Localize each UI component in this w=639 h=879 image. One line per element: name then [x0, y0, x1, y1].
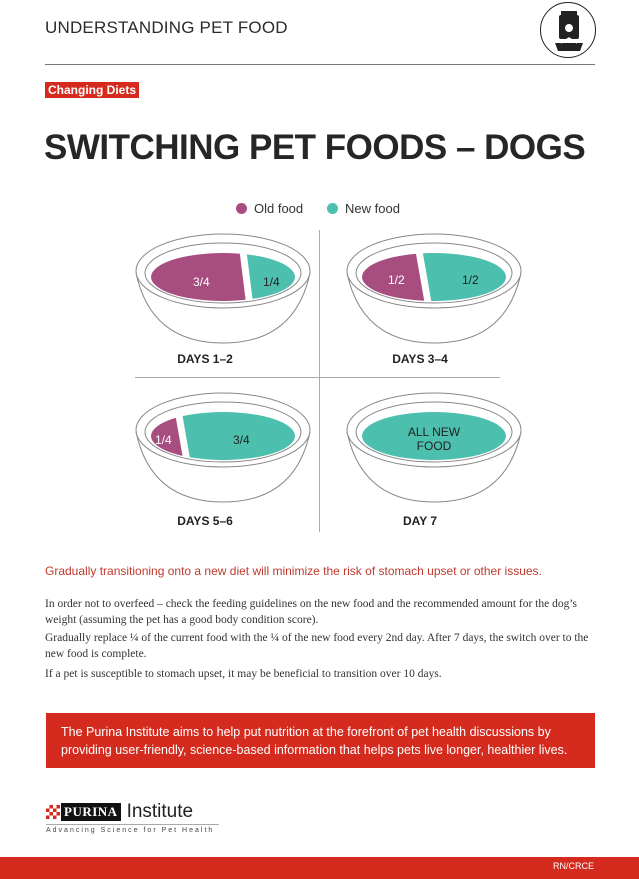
stage-label: DAYS 5–6 [177, 514, 233, 528]
section-title: UNDERSTANDING PET FOOD [45, 18, 288, 37]
mission-banner: The Purina Institute aims to help put nu… [46, 713, 595, 768]
purina-wordmark: PURINA [61, 803, 121, 821]
stage-label: DAY 7 [402, 514, 438, 528]
page-title: SWITCHING PET FOODS – DOGS [44, 128, 586, 167]
old-portion-label: 3/4 [193, 275, 210, 289]
paragraph: If a pet is susceptible to stomach upset… [45, 668, 442, 680]
legend-label: Old food [254, 201, 304, 216]
new-food-portion [244, 253, 295, 301]
new-food-portion [362, 412, 506, 460]
bowl-days-1-2: 3/4 1/4 [133, 231, 313, 346]
stage-label: DAYS 3–4 [392, 352, 448, 366]
old-food-dot-icon [236, 203, 247, 214]
paragraph: In order not to overfeed – check the fee… [45, 598, 578, 626]
lead-text: Gradually transitioning onto a new diet … [45, 564, 542, 578]
new-food-dot-icon [327, 203, 338, 214]
old-food-portion [151, 412, 185, 460]
new-portion-label: 1/2 [462, 273, 479, 287]
label-line: ALL NEW [407, 425, 461, 439]
old-portion-label: 1/2 [388, 273, 405, 287]
divider-horizontal [135, 377, 500, 378]
new-portion-label: 1/4 [263, 275, 280, 289]
brand-tagline: Advancing Science for Pet Health [46, 824, 219, 834]
divider-vertical [319, 230, 320, 532]
institute-wordmark: Institute [126, 801, 194, 822]
label-line: FOOD [416, 439, 452, 453]
bowl-days-5-6: 1/4 3/4 [133, 390, 313, 505]
bowl-day-7: ALL NEW FOOD [344, 390, 524, 505]
divider [45, 64, 595, 65]
old-portion-label: 1/4 [155, 433, 172, 447]
legend-label: New food [345, 201, 400, 216]
footer-bar [0, 857, 639, 879]
stage-label: DAYS 1–2 [177, 352, 233, 366]
new-portion-label: ALL NEW FOOD [344, 425, 524, 453]
category-tag: Changing Diets [45, 82, 140, 98]
new-food-portion [178, 412, 295, 460]
legend-new: New food [327, 201, 400, 216]
paragraph: Gradually replace ¼ of the current food … [45, 632, 589, 660]
new-portion-label: 3/4 [233, 433, 250, 447]
document-code: RN/CRCE [552, 861, 594, 871]
checkerboard-icon [46, 805, 60, 819]
pet-food-bag-bowl-icon [540, 2, 596, 58]
purina-institute-logo: PURINA Institute [46, 801, 193, 823]
bowl-days-3-4: 1/2 1/2 [344, 231, 524, 346]
legend-old: Old food [236, 201, 303, 216]
